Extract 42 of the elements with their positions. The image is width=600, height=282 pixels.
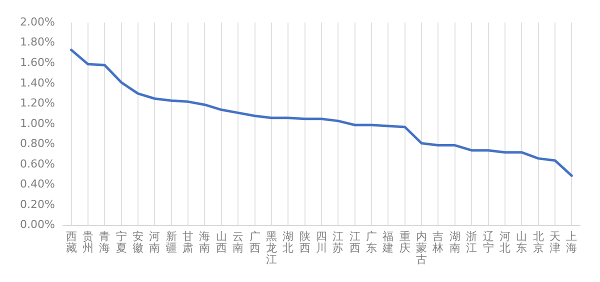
x-tick-label: 内蒙古	[416, 230, 428, 266]
y-tick-label: 1.60%	[20, 56, 55, 70]
x-tick-label: 山东	[516, 230, 528, 255]
x-tick-label: 云南	[232, 230, 244, 255]
y-tick-label: 1.20%	[20, 96, 55, 110]
x-tick-label: 湖南	[449, 230, 460, 255]
x-tick-label: 甘肃	[182, 230, 194, 255]
x-tick-label: 河南	[149, 230, 160, 255]
x-tick-label: 西藏	[66, 230, 77, 255]
x-tick-label: 浙江	[466, 230, 478, 255]
y-tick-label: 0.00%	[20, 218, 55, 232]
y-tick-label: 2.00%	[20, 15, 55, 28]
x-tick-label: 重庆	[399, 230, 410, 255]
x-tick-label: 陕西	[299, 230, 310, 255]
y-tick-label: 0.60%	[20, 157, 55, 170]
x-tick-label: 吉林	[432, 230, 444, 255]
x-tick-label: 湖北	[282, 230, 294, 255]
x-tick-label: 广西	[249, 230, 260, 255]
y-tick-label: 0.20%	[20, 198, 55, 211]
x-tick-label: 青海	[99, 230, 110, 255]
x-tick-label: 福建	[382, 230, 394, 255]
x-tick-label: 贵州	[82, 230, 94, 255]
x-tick-label: 天津	[549, 230, 560, 255]
x-tick-label: 黑龙江	[266, 230, 277, 266]
y-tick-label: 0.80%	[20, 137, 55, 150]
x-tick-label: 北京	[532, 230, 544, 255]
x-tick-label: 辽宁	[482, 230, 494, 255]
x-tick-label: 四川	[316, 230, 327, 255]
x-tick-label: 安徽	[132, 230, 144, 255]
y-tick-label: 1.40%	[20, 76, 55, 90]
x-tick-label: 广东	[366, 230, 378, 255]
y-tick-label: 1.80%	[20, 36, 55, 49]
x-tick-label: 上海	[566, 230, 578, 255]
x-tick-label: 江苏	[332, 230, 344, 255]
x-tick-label: 宁夏	[116, 230, 127, 255]
x-tick-label: 河北	[499, 230, 510, 255]
x-tick-label: 江西	[349, 230, 360, 255]
y-tick-label: 0.40%	[20, 178, 55, 191]
y-tick-label: 1.00%	[20, 116, 55, 130]
x-tick-label: 新疆	[166, 230, 177, 255]
x-tick-label: 海南	[199, 230, 210, 255]
x-tick-label: 山西	[216, 230, 227, 255]
